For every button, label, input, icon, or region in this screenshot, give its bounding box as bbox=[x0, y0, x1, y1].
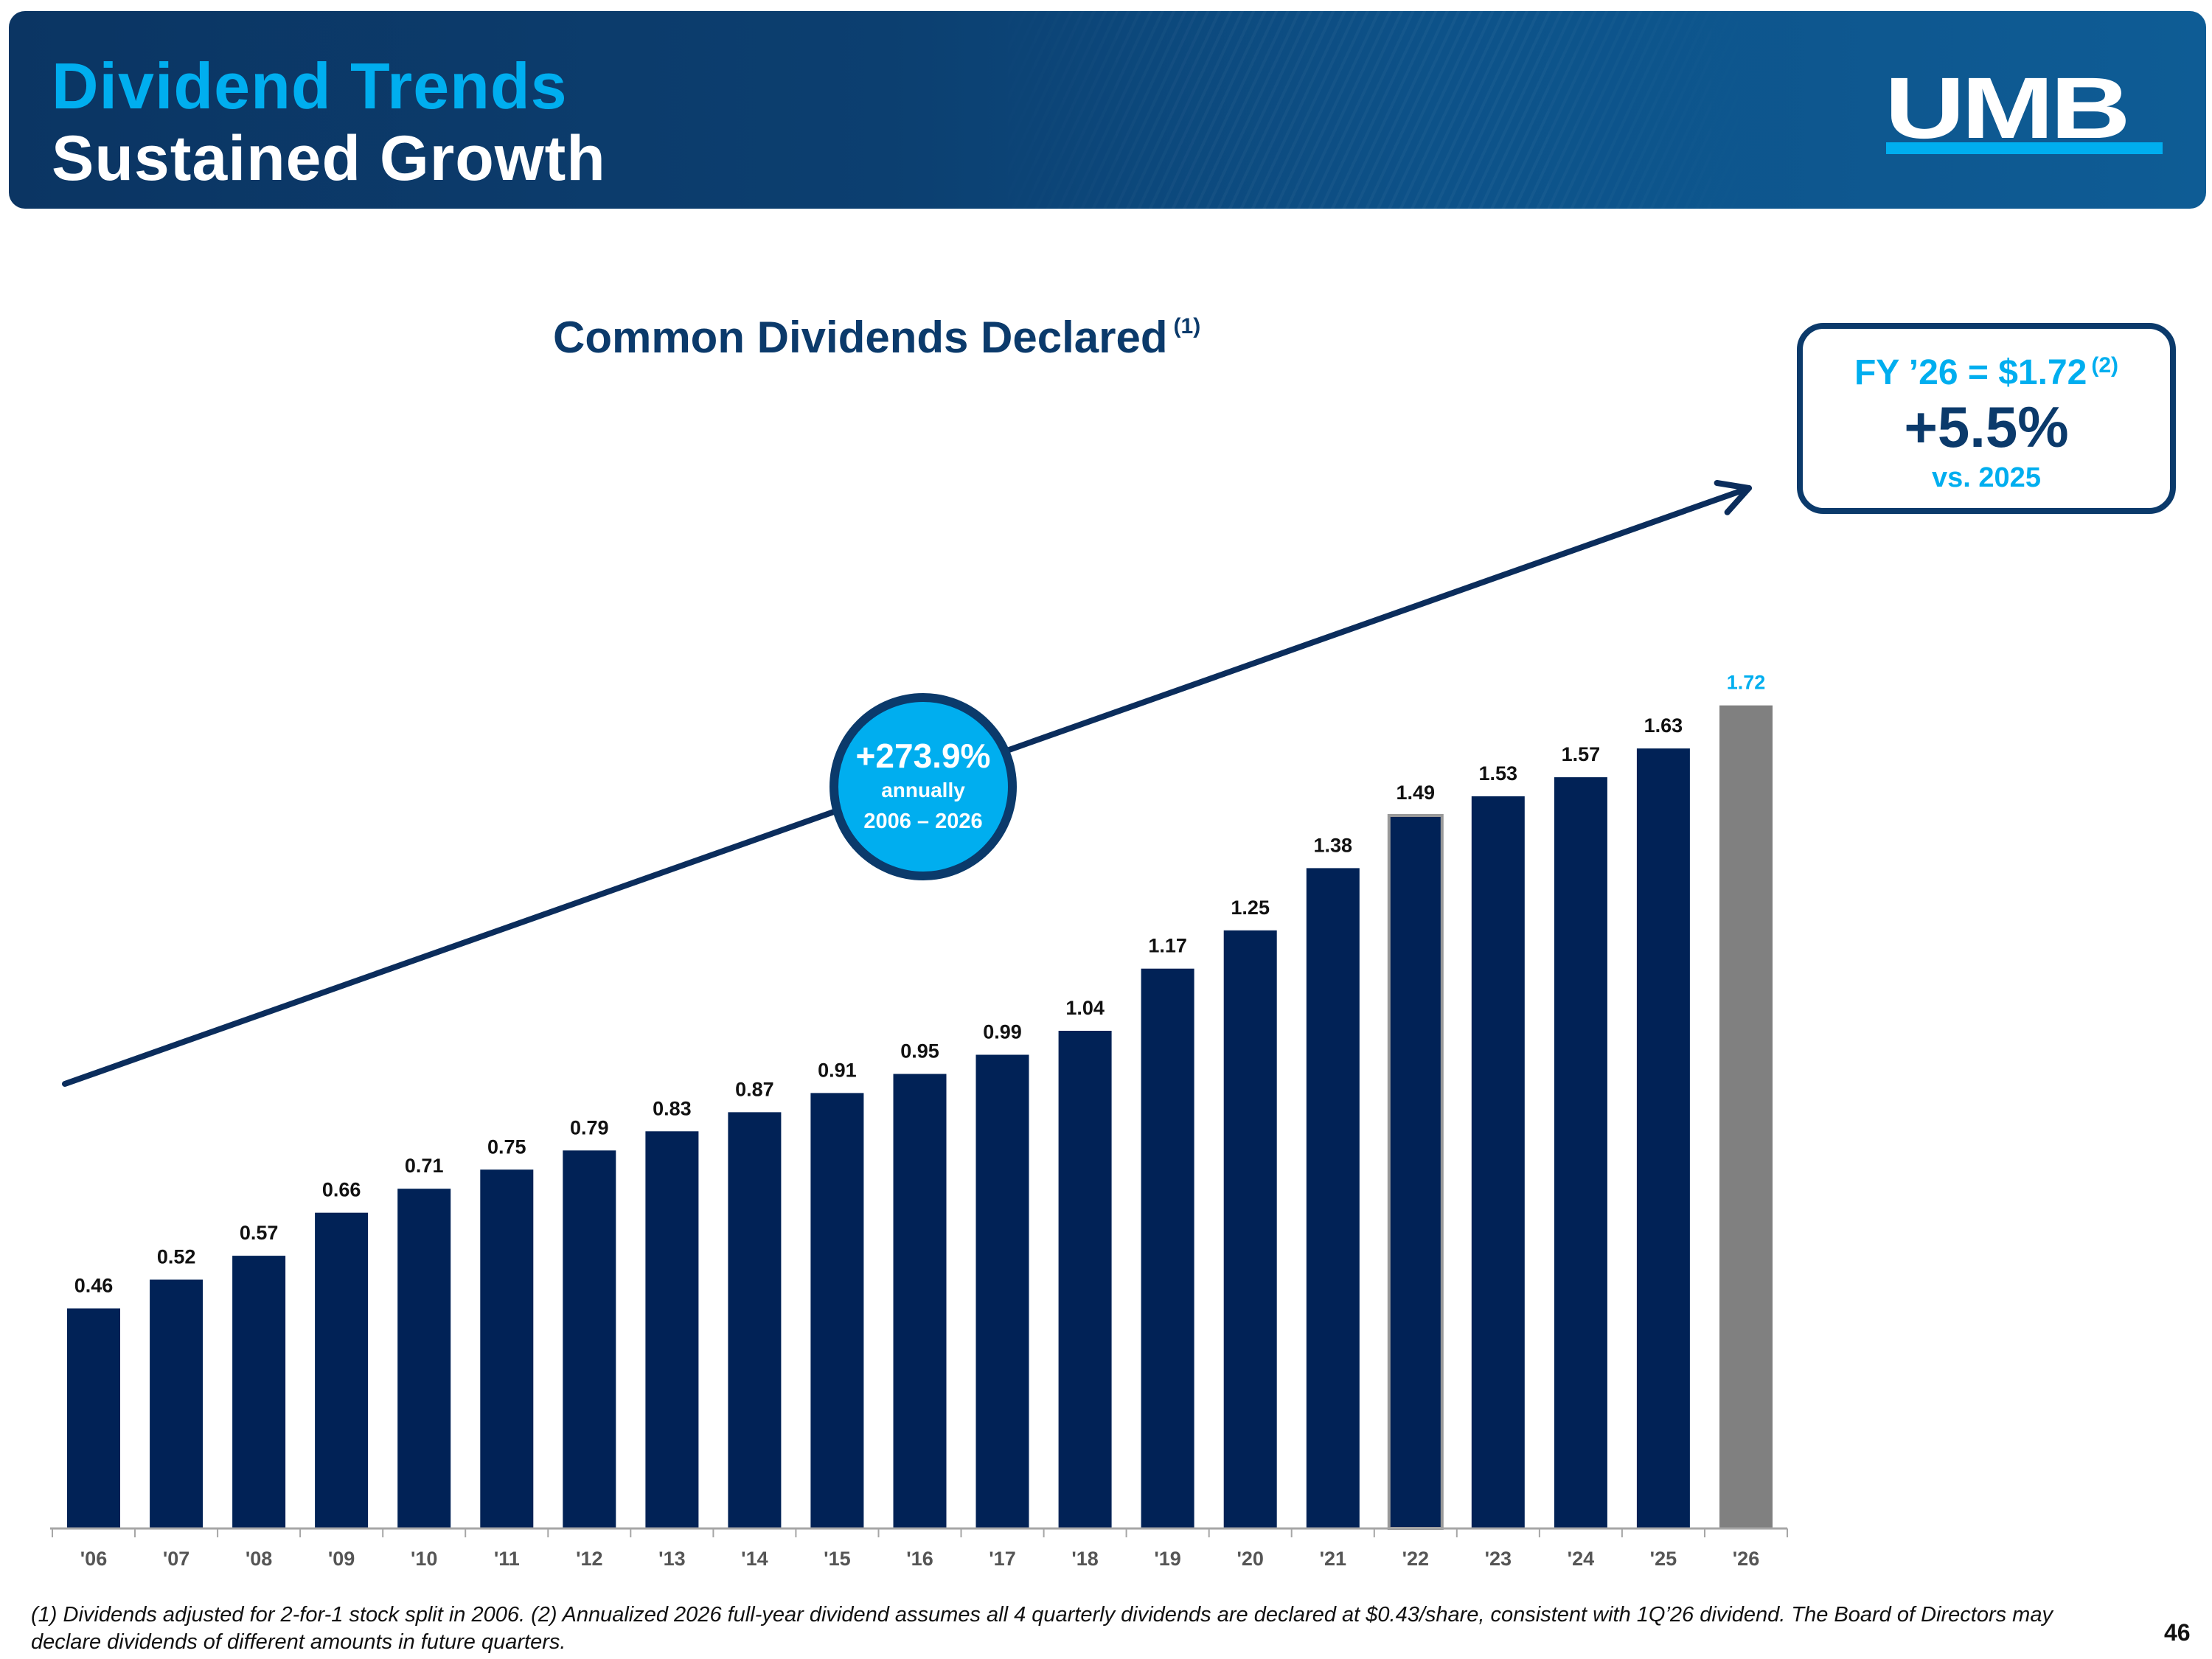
x-tick-label: '10 bbox=[411, 1548, 437, 1570]
bar-13 bbox=[645, 1131, 699, 1528]
logo-wordmark: UMB bbox=[1885, 60, 2131, 157]
value-label: 0.52 bbox=[157, 1246, 196, 1268]
x-tick-label: '07 bbox=[163, 1548, 189, 1570]
x-tick-label: '25 bbox=[1650, 1548, 1677, 1570]
logo-underline bbox=[1886, 142, 2163, 154]
page-subtitle: Sustained Growth bbox=[52, 123, 606, 194]
x-tick-label: '13 bbox=[658, 1548, 685, 1570]
x-tick-label: '17 bbox=[989, 1548, 1015, 1570]
yoy-comparison-label: vs. 2025 bbox=[1932, 462, 2041, 493]
x-axis: '06 '07 '08 '09 '10 '11 '12 '13 '14 '15 '16 '17 '18 '… bbox=[49, 1527, 1788, 1570]
footnote: (1) Dividends adjusted for 2-for-1 stock… bbox=[31, 1603, 2053, 1654]
x-tick-label: '11 bbox=[494, 1548, 520, 1570]
value-label: 0.57 bbox=[240, 1222, 279, 1244]
bar-08 bbox=[232, 1256, 286, 1528]
bar-12 bbox=[563, 1150, 616, 1528]
value-label: 1.17 bbox=[1148, 935, 1187, 957]
value-label: 0.79 bbox=[570, 1116, 609, 1138]
bar-24 bbox=[1554, 777, 1607, 1528]
yoy-change: +5.5% bbox=[1904, 394, 2069, 459]
value-label: 0.83 bbox=[653, 1097, 692, 1119]
fy26-callout-box: FY ’26 = $1.72 (2) +5.5% vs. 2025 bbox=[1797, 323, 2176, 514]
value-label: 0.91 bbox=[818, 1059, 857, 1081]
bar-19 bbox=[1141, 968, 1194, 1528]
header-banner: Dividend Trends Sustained Growth UMB bbox=[9, 11, 2206, 209]
value-label: 1.63 bbox=[1644, 714, 1683, 737]
bar-07 bbox=[150, 1279, 204, 1528]
value-label: 1.53 bbox=[1479, 762, 1518, 785]
value-label: 1.57 bbox=[1562, 743, 1601, 765]
value-label: 1.38 bbox=[1314, 834, 1353, 856]
bar-14 bbox=[728, 1112, 782, 1528]
value-label: 0.71 bbox=[405, 1155, 444, 1177]
x-tick-label: '18 bbox=[1071, 1548, 1098, 1570]
page-title: Dividend Trends bbox=[52, 49, 568, 122]
value-label: 0.46 bbox=[74, 1275, 114, 1297]
bar-25 bbox=[1636, 748, 1690, 1528]
fy26-footnote-ref: (2) bbox=[2091, 353, 2119, 378]
bar-22 bbox=[1387, 814, 1444, 1530]
bar-16 bbox=[893, 1074, 947, 1528]
bar-20 bbox=[1223, 930, 1277, 1529]
bar-09 bbox=[315, 1212, 369, 1528]
x-tick-label: '22 bbox=[1402, 1548, 1429, 1570]
x-tick-label: '16 bbox=[906, 1548, 933, 1570]
value-label: 0.87 bbox=[735, 1078, 774, 1100]
x-tick-label: '09 bbox=[328, 1548, 355, 1570]
fy26-dividend-text: FY ’26 = $1.72 bbox=[1854, 353, 2087, 392]
x-tick-label: '15 bbox=[824, 1548, 850, 1570]
x-tick-label: '14 bbox=[741, 1548, 768, 1570]
page-number: 46 bbox=[2164, 1619, 2191, 1646]
trend-arrow-head bbox=[1714, 480, 1752, 515]
value-label: 0.95 bbox=[900, 1040, 939, 1062]
x-tick-label: '26 bbox=[1733, 1548, 1759, 1570]
fy26-dividend: FY ’26 = $1.72 (2) bbox=[1803, 345, 2170, 394]
x-tick-label: '23 bbox=[1485, 1548, 1512, 1570]
bar-18 bbox=[1058, 1031, 1112, 1528]
value-label: 1.25 bbox=[1231, 897, 1270, 919]
value-label: 0.66 bbox=[322, 1179, 361, 1201]
x-tick-label: '19 bbox=[1154, 1548, 1180, 1570]
chart-title-text: Common Dividends Declared bbox=[553, 313, 1168, 362]
bar-26 bbox=[1719, 705, 1773, 1529]
x-tick-label: '20 bbox=[1237, 1548, 1263, 1570]
chart-title: Common Dividends Declared (1) bbox=[553, 301, 1200, 364]
x-tick-label: '06 bbox=[80, 1548, 107, 1570]
bar-23 bbox=[1471, 796, 1525, 1528]
x-tick-label: '24 bbox=[1568, 1548, 1594, 1570]
growth-badge-label: annually bbox=[881, 779, 965, 801]
umb-logo: UMB bbox=[1885, 64, 2168, 159]
header-stripe-pattern bbox=[967, 11, 1778, 209]
x-tick-label: '12 bbox=[576, 1548, 602, 1570]
x-tick-label: '08 bbox=[246, 1548, 272, 1570]
bar-06 bbox=[67, 1308, 120, 1528]
value-labels-group: 0.46 0.52 0.57 0.66 0.71 0.75 0.79 0.83 0.87 0.91… bbox=[74, 672, 1766, 1297]
value-label: 1.04 bbox=[1065, 997, 1105, 1019]
bars-group bbox=[67, 705, 1773, 1530]
bar-10 bbox=[397, 1189, 451, 1528]
value-label: 0.99 bbox=[983, 1021, 1022, 1043]
value-label: 0.75 bbox=[487, 1135, 526, 1158]
growth-badge: +273.9% annually 2006 – 2026 bbox=[830, 693, 1017, 880]
bar-11 bbox=[480, 1169, 534, 1529]
chart-title-footnote-ref: (1) bbox=[1173, 314, 1201, 338]
growth-badge-value: +273.9% bbox=[855, 737, 991, 775]
growth-badge-range: 2006 – 2026 bbox=[863, 810, 983, 833]
bar-15 bbox=[810, 1093, 864, 1528]
value-label: 1.49 bbox=[1397, 782, 1436, 804]
bar-21 bbox=[1306, 868, 1360, 1528]
value-label: 1.72 bbox=[1727, 672, 1766, 694]
x-tick-label: '21 bbox=[1320, 1548, 1346, 1570]
bar-17 bbox=[975, 1054, 1029, 1528]
